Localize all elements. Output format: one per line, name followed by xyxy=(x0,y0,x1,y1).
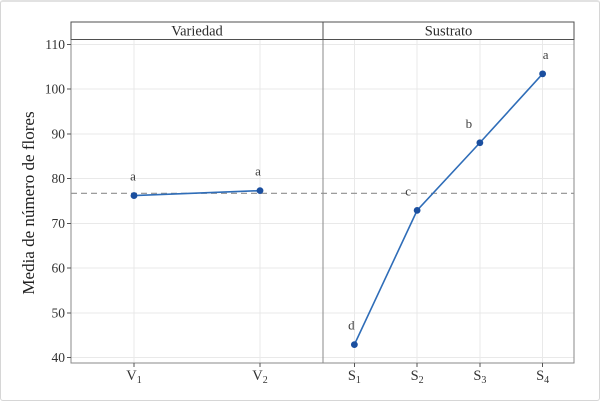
point-significance-letter: b xyxy=(466,116,473,131)
series-line-1 xyxy=(353,73,544,346)
data-point xyxy=(476,139,484,147)
panel-title-0: Variedad xyxy=(171,24,223,40)
series-line-0 xyxy=(133,189,261,197)
y-tick-label: 100 xyxy=(45,82,66,97)
x-category-label: V1 xyxy=(126,368,141,386)
y-tick-label: 70 xyxy=(52,216,66,231)
y-tick-label: 50 xyxy=(52,305,66,320)
x-category-label: S2 xyxy=(411,368,424,386)
point-significance-letter: c xyxy=(405,183,411,198)
y-tick-label: 110 xyxy=(45,37,65,52)
x-category-label: S3 xyxy=(473,368,486,386)
panel-title-1: Sustrato xyxy=(425,24,473,40)
point-significance-letter: a xyxy=(255,164,261,179)
point-significance-letter: d xyxy=(348,318,355,333)
x-category-label: S1 xyxy=(348,368,361,386)
data-point xyxy=(130,192,138,199)
y-tick-label: 80 xyxy=(52,171,66,186)
point-significance-letter: a xyxy=(130,169,136,184)
x-category-label: V2 xyxy=(252,368,267,386)
panel-strip xyxy=(322,21,575,40)
y-tick-label: 90 xyxy=(52,126,66,141)
y-tick-label: 40 xyxy=(52,350,66,365)
data-point xyxy=(256,187,264,195)
x-category-label: S4 xyxy=(536,368,549,386)
data-point xyxy=(413,206,421,214)
data-point xyxy=(539,70,547,78)
y-tick-label: 60 xyxy=(52,261,66,276)
data-point xyxy=(350,341,358,349)
point-significance-letter: a xyxy=(543,47,549,62)
